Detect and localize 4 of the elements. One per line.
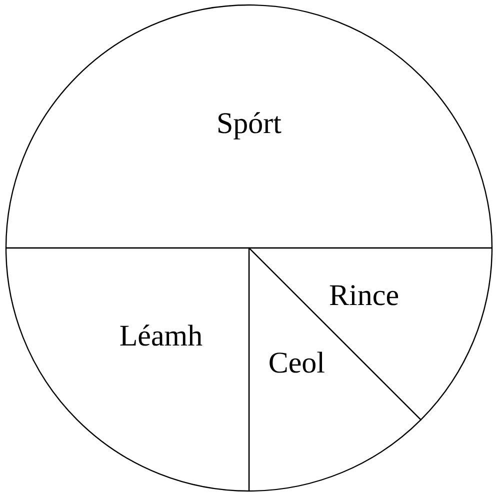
- slice-label: Spórt: [216, 107, 282, 140]
- slice-label: Léamh: [119, 320, 203, 353]
- slice-label: Rince: [329, 279, 400, 312]
- slice-label: Ceol: [268, 346, 325, 380]
